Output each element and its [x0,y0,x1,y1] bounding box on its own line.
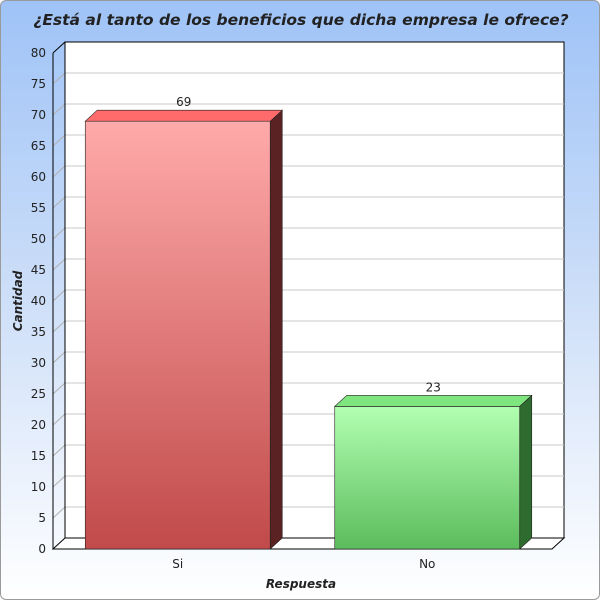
bars: 69 23 [84,95,533,550]
y-tick-label: 10 [31,480,46,494]
bar-si [84,120,271,550]
x-tick-label: Si [172,557,183,571]
grid-line-depth [52,351,66,364]
y-tick-label: 60 [31,170,46,184]
chart-title: ¿Está al tanto de los beneficios que dic… [33,11,568,29]
y-tick-label: 75 [31,77,46,91]
grid-line-depth [52,289,66,302]
data-label: 23 [426,380,441,394]
grid-line-depth [52,196,66,209]
bar-no [334,406,521,550]
y-tick-label: 65 [31,139,46,153]
y-tick-label: 50 [31,232,46,246]
grid-line-depth [52,227,66,240]
grid-line-depth [52,258,66,271]
y-tick-label: 15 [31,449,46,463]
y-tick-label: 5 [38,511,46,525]
data-label: 69 [176,95,191,109]
grid-line-depth [52,444,66,457]
bar-top [84,109,284,122]
y-axis-ticks: 0 5 10 15 20 25 30 35 40 45 50 55 60 65 70 75 80 [31,46,46,556]
grid-line-depth [52,413,66,426]
grid-line-depth [52,72,66,85]
x-axis-title: Respuesta [266,577,336,591]
bar-side [269,109,283,550]
y-tick-label: 25 [31,387,46,401]
grid-line-depth [52,165,66,178]
y-tick-label: 20 [31,418,46,432]
axes [52,41,66,549]
y-tick-label: 45 [31,263,46,277]
grid-line-depth [52,134,66,147]
grid-line-depth [52,320,66,333]
grid-line-depth [52,475,66,488]
y-axis-title: Cantidad [11,270,25,331]
y-tick-label: 40 [31,294,46,308]
grid-line-depth [52,506,66,519]
x-tick-label: No [419,557,435,571]
y-tick-label: 80 [31,46,46,60]
grid-line-depth [52,103,66,116]
y-tick-label: 35 [31,325,46,339]
bar-side [519,394,533,550]
grid-line-depth [52,382,66,395]
x-axis-ticks: Si No [172,557,435,571]
y-tick-label: 30 [31,356,46,370]
y-axis-top-edge [52,41,66,54]
y-tick-label: 55 [31,201,46,215]
y-tick-label: 70 [31,108,46,122]
bar-top [333,395,533,407]
y-tick-label: 0 [38,542,46,556]
